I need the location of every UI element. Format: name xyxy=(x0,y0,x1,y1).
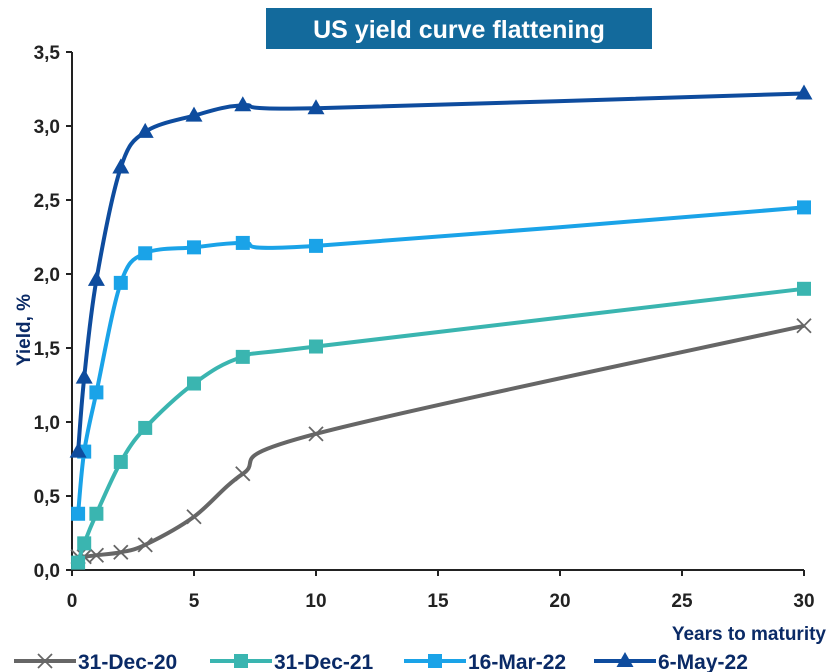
x-axis-label: Years to maturity xyxy=(672,624,827,645)
data-point xyxy=(797,281,811,296)
y-tick-label: 1,0 xyxy=(34,413,60,434)
data-point xyxy=(75,368,93,384)
legend-swatch-marker xyxy=(37,653,53,669)
data-point xyxy=(71,555,86,570)
data-point xyxy=(87,270,105,286)
legend-item: 6-May-22 xyxy=(594,651,748,672)
data-point xyxy=(77,536,92,551)
data-point xyxy=(113,275,128,290)
legend-label: 31-Dec-20 xyxy=(78,651,177,672)
legend-item: 31-Dec-20 xyxy=(14,651,177,672)
data-point xyxy=(113,454,128,469)
data-point xyxy=(795,84,813,100)
data-point xyxy=(308,426,324,442)
chart-title-box xyxy=(266,8,652,49)
data-point xyxy=(113,544,129,560)
data-point xyxy=(185,106,203,122)
data-point xyxy=(309,238,323,253)
y-tick-label: 1,5 xyxy=(34,339,61,360)
y-tick-label: 0,5 xyxy=(34,487,61,508)
y-axis-label: Yield, % xyxy=(14,294,35,366)
legend-label: 16-Mar-22 xyxy=(468,651,566,672)
data-point xyxy=(796,318,812,334)
data-point xyxy=(138,420,153,435)
x-tick-label: 15 xyxy=(427,591,449,612)
y-tick-label: 3,5 xyxy=(34,43,61,64)
data-point xyxy=(309,339,323,354)
data-point xyxy=(234,96,252,112)
data-point xyxy=(187,376,201,391)
x-tick-label: 10 xyxy=(305,591,326,612)
y-tick-label: 2,0 xyxy=(34,265,60,286)
legend: 31-Dec-20 31-Dec-21 16-Mar-22 6-May-22 xyxy=(14,651,748,672)
x-tick-label: 0 xyxy=(67,591,78,612)
data-point xyxy=(797,200,811,215)
data-point xyxy=(235,466,251,482)
y-tick-label: 3,0 xyxy=(34,117,60,138)
x-tick-label: 5 xyxy=(189,591,200,612)
x-tick-label: 20 xyxy=(549,591,570,612)
legend-swatch-marker xyxy=(234,654,248,668)
data-point xyxy=(89,385,104,400)
data-point xyxy=(138,246,153,261)
legend-label: 31-Dec-21 xyxy=(274,651,374,672)
y-tick-label: 0,0 xyxy=(34,561,60,582)
data-point xyxy=(136,122,154,138)
series-line xyxy=(76,91,805,452)
data-point xyxy=(235,235,250,250)
legend-label: 6-May-22 xyxy=(658,651,748,672)
chart-title: US yield curve flattening xyxy=(266,8,652,49)
series-layer xyxy=(69,84,813,570)
data-point xyxy=(89,506,104,521)
y-tick-label: 2,5 xyxy=(34,191,61,212)
axes: 0,0 0,5 1,0 1,5 2,0 2,5 3,0 3,5 0 5 10 15 20 25 30 xyxy=(34,43,815,612)
data-point xyxy=(187,240,201,255)
data-point xyxy=(71,506,86,521)
x-tick-label: 25 xyxy=(671,591,693,612)
data-point xyxy=(186,509,202,525)
legend-swatch-marker xyxy=(616,652,634,667)
data-point xyxy=(88,547,105,563)
chart-title-text: US yield curve flattening xyxy=(313,16,605,44)
legend-item: 31-Dec-21 xyxy=(210,651,374,672)
data-point xyxy=(235,349,250,364)
legend-item: 16-Mar-22 xyxy=(404,651,566,672)
data-point xyxy=(69,442,87,458)
data-point xyxy=(112,158,130,174)
data-point xyxy=(137,537,153,553)
legend-swatch-marker xyxy=(428,654,442,668)
data-point xyxy=(307,99,325,115)
series-31-Dec-21 xyxy=(71,281,811,570)
series-6-May-22 xyxy=(69,84,813,458)
x-tick-label: 30 xyxy=(793,591,814,612)
